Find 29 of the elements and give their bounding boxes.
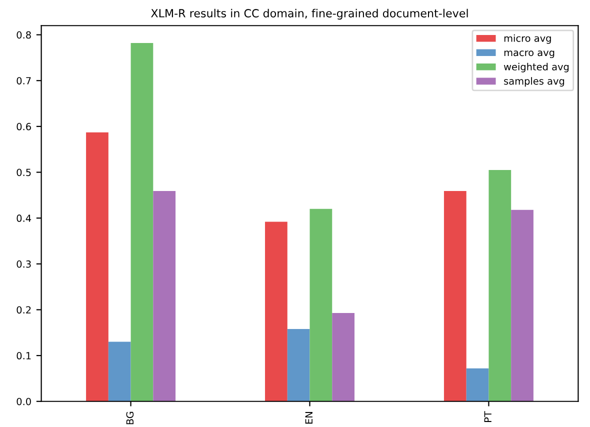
- x-tick-label: EN: [305, 412, 312, 424]
- bar: [444, 191, 466, 402]
- bar: [86, 132, 108, 402]
- bar: [108, 342, 131, 402]
- legend-label: weighted avg: [504, 62, 569, 72]
- legend-label: samples avg: [504, 77, 564, 87]
- y-tick-label: 0.1: [16, 352, 31, 360]
- x-tick-label: PT: [484, 411, 492, 422]
- bar: [265, 222, 288, 402]
- y-tick-label: 0.3: [16, 260, 31, 268]
- legend-label: micro avg: [504, 34, 551, 44]
- y-tick-label: 0.7: [16, 77, 31, 84]
- y-tick-label: 0.4: [16, 214, 32, 222]
- bar: [130, 43, 154, 402]
- y-tick-label: 0.2: [16, 306, 31, 314]
- bar: [153, 191, 176, 402]
- legend-label: macro avg: [504, 50, 554, 58]
- y-tick-label: 0.8: [16, 31, 31, 39]
- y-tick-label: 0.0: [16, 398, 31, 406]
- y-tick-label: 0.6: [16, 122, 31, 130]
- bar: [466, 368, 489, 402]
- chart-title: XLM-R results in CC domain, fine-grained document-level: [151, 8, 468, 20]
- bar: [511, 210, 534, 402]
- bar: [332, 312, 354, 402]
- bar: [488, 170, 512, 402]
- x-tick-label: BG: [126, 412, 134, 424]
- bar: [287, 328, 310, 402]
- y-tick-label: 0.5: [16, 168, 31, 176]
- bar: [310, 208, 332, 402]
